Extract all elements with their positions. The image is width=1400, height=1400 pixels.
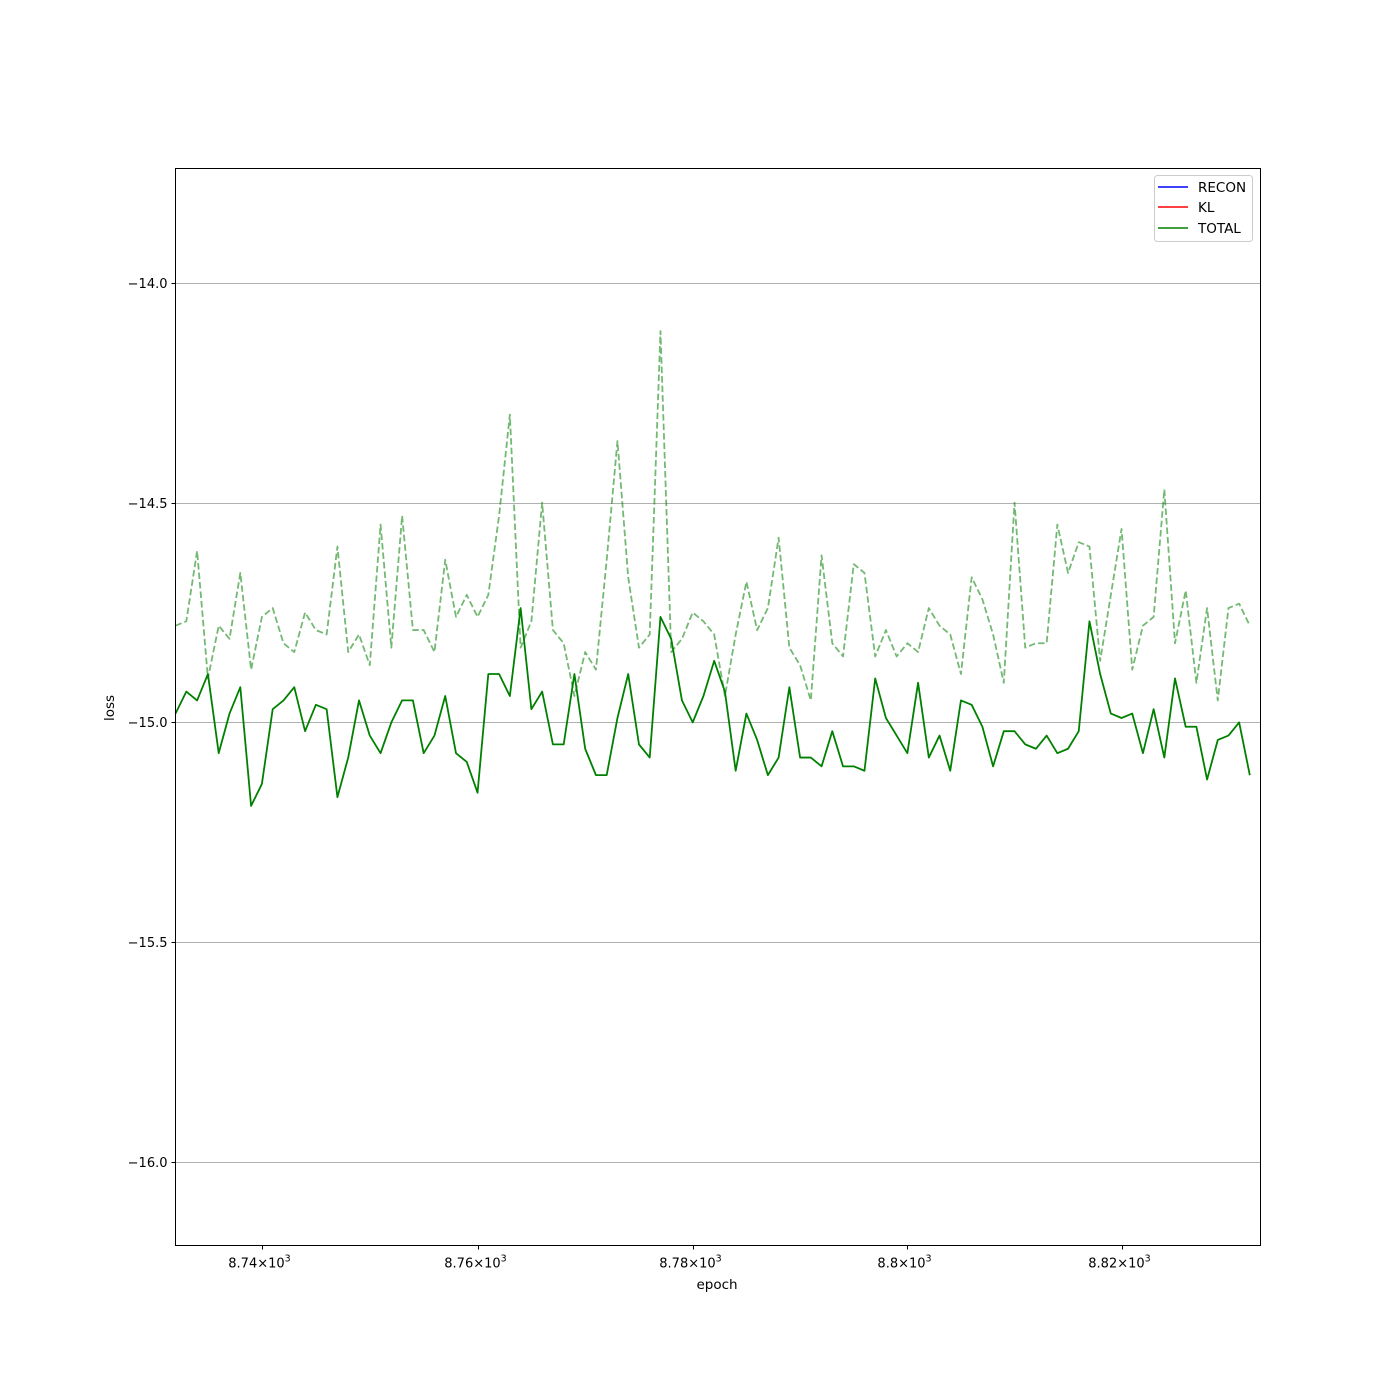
series-line-total-dashed [175,330,1251,702]
x-tick-label-base: 8.78×10 [659,1257,715,1272]
x-tick-label-base: 8.82×10 [1088,1257,1144,1272]
x-tick-label-base: 8.76×10 [444,1257,500,1272]
x-axis-label: epoch [696,1277,737,1293]
y-axis-ticks: −14.0 −14.5 −15.0 −15.5 −16.0 [128,277,176,1171]
plot-frame [175,168,1261,1246]
x-tick-label-base: 8.8×10 [877,1257,925,1272]
y-tick-label: −14.5 [128,497,168,512]
series-line-total [174,607,1251,807]
x-tick-label-exponent: 3 [501,1254,507,1265]
x-tick-label-exponent: 3 [716,1254,722,1265]
x-tick-label: 8.8×103 [877,1254,931,1272]
y-tick-label: −16.0 [128,1156,168,1171]
legend-label-total: TOTAL [1197,221,1241,237]
x-tick-label: 8.76×103 [444,1254,506,1272]
y-axis-label: loss [102,695,118,721]
x-tick-label: 8.82×103 [1088,1254,1150,1272]
x-tick-label-base: 8.74×10 [228,1257,284,1272]
legend-box [1154,175,1253,242]
y-tick-label: −15.5 [128,936,168,951]
x-tick-label: 8.74×103 [228,1254,290,1272]
x-axis-ticks: 8.74×103 8.76×103 8.78×103 8.8×103 8.82×103 [228,1245,1151,1272]
legend-label-recon: RECON [1198,180,1246,196]
y-tick-label: −14.0 [128,277,168,292]
x-tick-label-exponent: 3 [926,1254,932,1265]
legend: RECON KL TOTAL [1154,175,1253,242]
plot-series [174,330,1251,807]
y-tick-label: −15.0 [128,716,168,731]
x-tick-label-exponent: 3 [285,1254,291,1265]
x-tick-label: 8.78×103 [659,1254,721,1272]
x-tick-label-exponent: 3 [1145,1254,1151,1265]
legend-label-kl: KL [1198,200,1215,216]
